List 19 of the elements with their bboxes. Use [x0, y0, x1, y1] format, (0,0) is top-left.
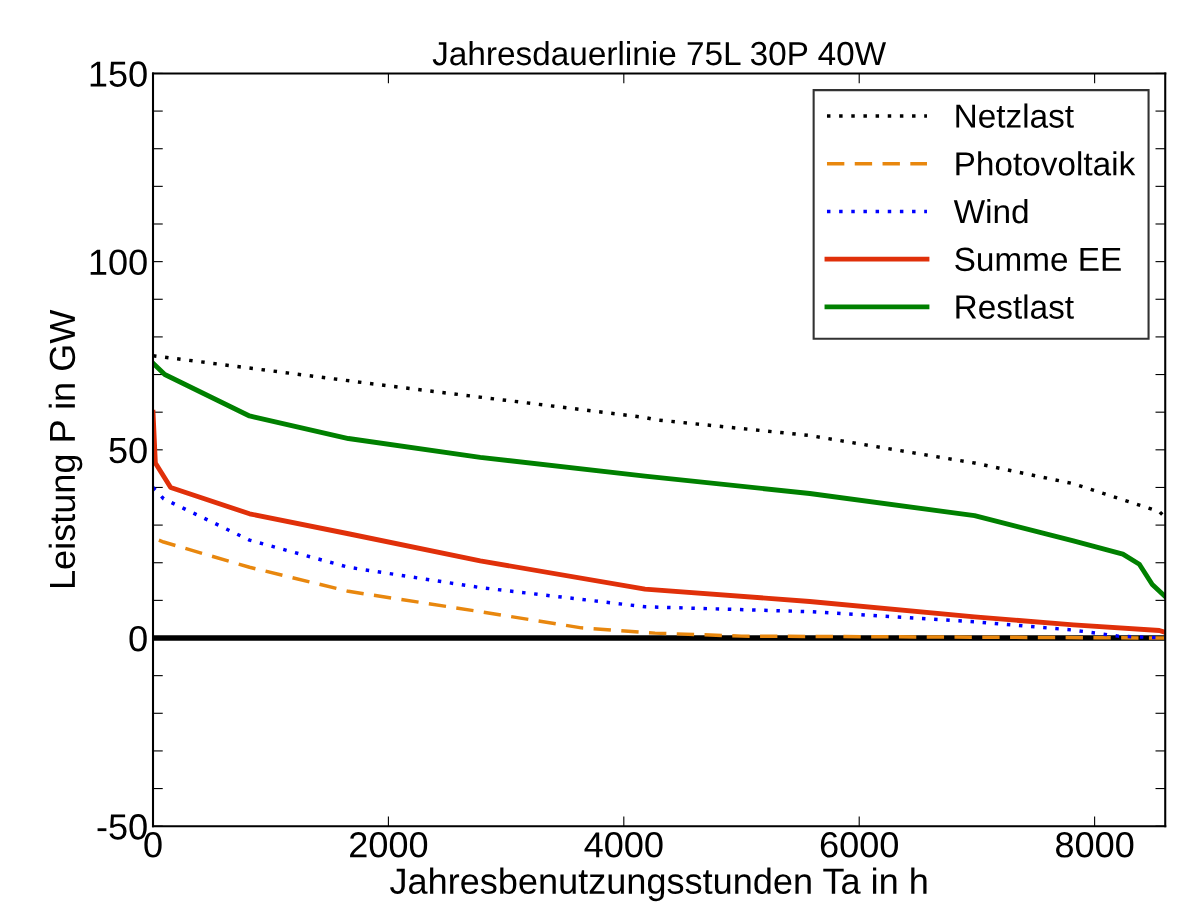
y-axis-title: Leistung P in GW	[48, 309, 83, 588]
legend-label: Photovoltaik	[956, 151, 1136, 176]
legend-label: Restlast	[956, 294, 1074, 319]
x-tick-label: 2000	[350, 832, 428, 858]
legend-label: Summe EE	[955, 247, 1121, 272]
line-series	[153, 409, 1166, 635]
x-tick-label: 8000	[1056, 832, 1134, 858]
y-tick-label: 50	[109, 437, 147, 464]
legend-label: Netzlast	[956, 103, 1074, 128]
y-tick-label: 0	[129, 625, 147, 652]
chart-title: Jahresdauerlinie 75L 30P 40W	[432, 40, 887, 66]
y-tick-label: 150	[90, 61, 147, 87]
x-axis-title: Jahresbenutzungsstunden Ta in h	[390, 867, 927, 902]
line-series	[153, 360, 1166, 600]
line-series	[157, 538, 1166, 640]
y-tick-label: 100	[90, 249, 147, 276]
legend-label: Wind	[953, 198, 1028, 224]
x-tick-label: 4000	[584, 832, 663, 858]
x-tick-label: 6000	[820, 832, 898, 858]
